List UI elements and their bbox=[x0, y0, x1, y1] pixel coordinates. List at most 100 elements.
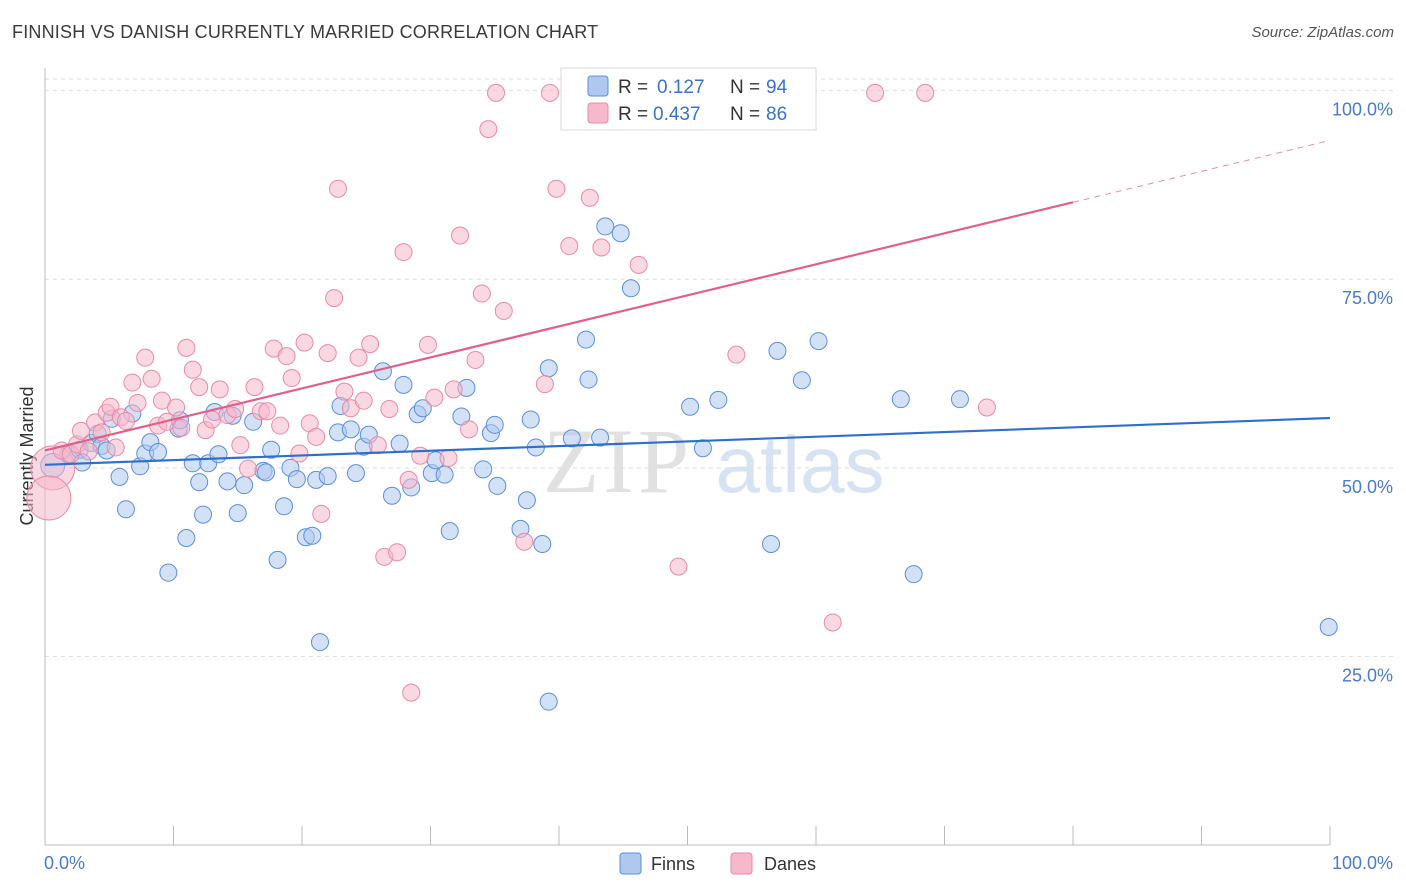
point-finns-73 bbox=[576, 330, 595, 349]
data-points bbox=[26, 83, 1338, 711]
point-finns-87 bbox=[904, 565, 923, 584]
point-finns-90 bbox=[539, 692, 558, 711]
point-finns-65 bbox=[488, 476, 507, 495]
point-danes-43 bbox=[312, 504, 331, 523]
point-finns-20 bbox=[183, 454, 202, 473]
point-danes-78 bbox=[669, 557, 688, 576]
point-danes-44 bbox=[318, 344, 337, 363]
legend-n-value-finns: 94 bbox=[766, 77, 788, 98]
point-finns-74 bbox=[579, 370, 598, 389]
legend-swatch-finns bbox=[587, 75, 609, 97]
point-danes-38 bbox=[282, 369, 301, 388]
point-finns-34 bbox=[268, 550, 287, 569]
point-finns-46 bbox=[346, 464, 365, 483]
point-finns-52 bbox=[394, 375, 413, 394]
series-legend: Finns Danes bbox=[619, 852, 816, 875]
point-danes-77 bbox=[629, 255, 648, 274]
series-legend-swatch-danes bbox=[730, 852, 753, 875]
point-danes-13 bbox=[123, 373, 142, 392]
point-finns-16 bbox=[159, 563, 178, 582]
point-danes-81 bbox=[866, 83, 885, 102]
trend-lines bbox=[44, 139, 1331, 466]
point-danes-14 bbox=[128, 393, 147, 412]
point-finns-59 bbox=[440, 522, 459, 541]
point-danes-82 bbox=[916, 83, 935, 102]
point-danes-39 bbox=[290, 444, 309, 463]
point-finns-72 bbox=[562, 429, 581, 448]
point-finns-76 bbox=[596, 217, 615, 236]
point-danes-59 bbox=[411, 446, 430, 465]
point-danes-47 bbox=[335, 382, 354, 401]
point-danes-80 bbox=[823, 613, 842, 632]
point-finns-33 bbox=[262, 440, 281, 459]
y-tick-label-75: 75.0% bbox=[1342, 288, 1393, 308]
point-finns-70 bbox=[533, 535, 552, 554]
point-finns-26 bbox=[218, 472, 237, 491]
point-danes-58 bbox=[402, 683, 421, 702]
y-tick-label-50: 50.0% bbox=[1342, 477, 1393, 497]
point-finns-25 bbox=[209, 445, 228, 464]
y-tick-label-25: 25.0% bbox=[1342, 665, 1393, 685]
point-danes-60 bbox=[418, 335, 437, 354]
point-finns-28 bbox=[228, 504, 247, 523]
point-finns-84 bbox=[792, 371, 811, 390]
legend-n-label-danes: N = bbox=[730, 104, 760, 125]
point-finns-55 bbox=[413, 399, 432, 418]
point-danes-83 bbox=[977, 398, 996, 417]
point-finns-42 bbox=[318, 467, 337, 486]
trend-line-extension-danes bbox=[1072, 139, 1331, 203]
point-finns-80 bbox=[693, 439, 712, 458]
point-finns-81 bbox=[709, 390, 728, 409]
y-tick-labels: 25.0% 50.0% 75.0% 100.0% bbox=[1332, 100, 1393, 686]
point-danes-26 bbox=[203, 410, 222, 429]
point-finns-85 bbox=[809, 332, 828, 351]
point-danes-31 bbox=[239, 459, 258, 478]
point-danes-79 bbox=[727, 345, 746, 364]
point-finns-29 bbox=[235, 476, 254, 495]
point-danes-68 bbox=[479, 120, 498, 139]
point-danes-12 bbox=[116, 412, 135, 431]
point-finns-50 bbox=[382, 486, 401, 505]
point-finns-68 bbox=[521, 410, 540, 429]
point-finns-86 bbox=[891, 390, 910, 409]
point-finns-51 bbox=[390, 434, 409, 453]
point-danes-22 bbox=[177, 338, 196, 357]
watermark-atlas: atlas bbox=[716, 420, 885, 509]
trend-line-finns bbox=[44, 416, 1331, 466]
legend-r-label-danes: R = bbox=[618, 104, 648, 125]
point-finns-77 bbox=[611, 224, 630, 243]
point-finns-21 bbox=[190, 473, 209, 492]
point-danes-10 bbox=[106, 438, 125, 457]
x-ticks bbox=[173, 826, 1331, 845]
point-danes-36 bbox=[271, 416, 290, 435]
point-danes-64 bbox=[451, 226, 470, 245]
point-danes-66 bbox=[466, 350, 485, 369]
chart-title: FINNISH VS DANISH CURRENTLY MARRIED CORR… bbox=[12, 22, 599, 42]
point-danes-51 bbox=[361, 335, 380, 354]
point-finns-75 bbox=[591, 428, 610, 447]
point-finns-37 bbox=[287, 470, 306, 489]
point-finns-35 bbox=[275, 497, 294, 516]
point-danes-5 bbox=[79, 442, 98, 461]
point-danes-54 bbox=[380, 399, 399, 418]
point-finns-22 bbox=[194, 505, 213, 524]
series-legend-swatch-finns bbox=[619, 852, 642, 875]
point-finns-83 bbox=[768, 341, 787, 360]
point-danes-55 bbox=[388, 543, 407, 562]
grid-lines bbox=[45, 78, 1393, 657]
point-finns-88 bbox=[950, 390, 969, 409]
point-danes-56 bbox=[394, 243, 413, 262]
point-danes-76 bbox=[592, 238, 611, 257]
point-danes-65 bbox=[460, 420, 479, 439]
point-danes-32 bbox=[245, 378, 264, 397]
point-finns-9 bbox=[110, 467, 129, 486]
point-finns-10 bbox=[116, 500, 135, 519]
x-tick-label-min: 0.0% bbox=[44, 853, 85, 873]
legend-r-value-danes: 0.437 bbox=[653, 104, 701, 125]
point-danes-70 bbox=[494, 301, 513, 320]
point-danes-52 bbox=[368, 436, 387, 455]
point-danes-74 bbox=[560, 237, 579, 256]
point-danes-23 bbox=[183, 360, 202, 379]
point-danes-16 bbox=[142, 369, 161, 388]
